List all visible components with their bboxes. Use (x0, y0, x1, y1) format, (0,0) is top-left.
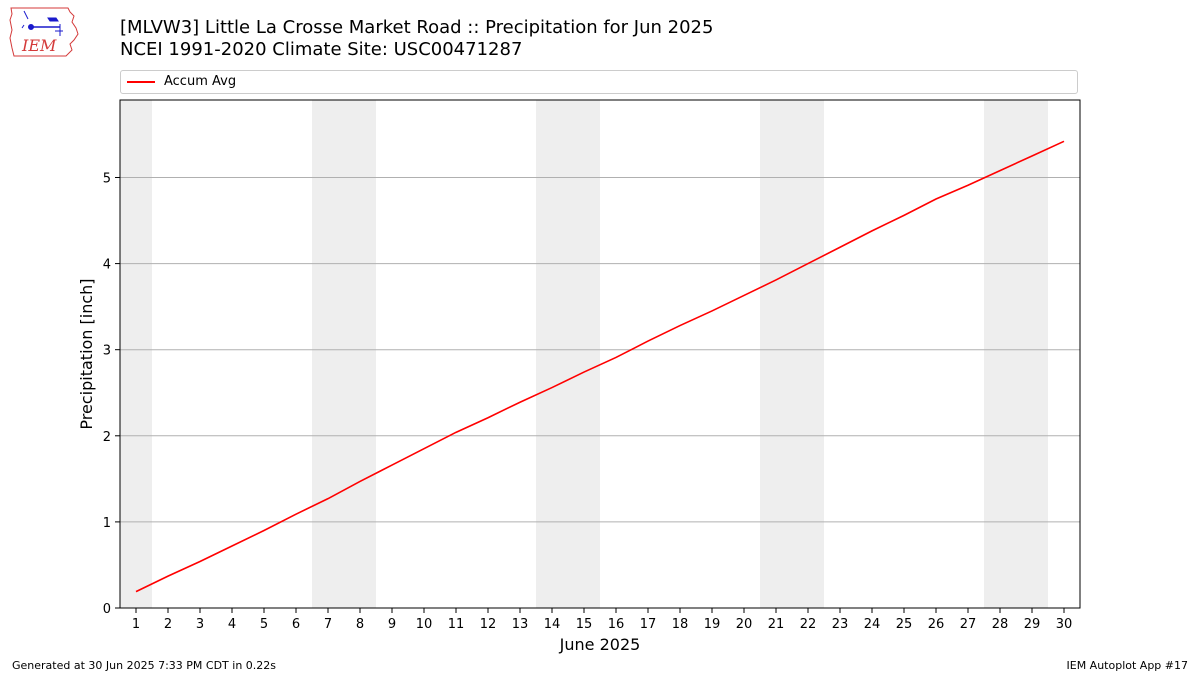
x-tick-label-11: 11 (448, 617, 465, 632)
x-tick-label-19: 19 (704, 617, 721, 632)
y-tick-label-2: 2 (103, 430, 111, 445)
weekend-bands (120, 100, 1048, 608)
x-tick-label-20: 20 (736, 617, 753, 632)
x-axis-ticks: 1 2 3 4 5 6 7 8 9 10 11 12 13 14 15 16 17 18 19 20 21 22 23 24 2… (132, 608, 1072, 632)
series-line-accum-avg (135, 140, 1065, 593)
x-tick-label-3: 3 (196, 617, 204, 632)
chart-legend: Accum Avg (120, 70, 1078, 94)
x-tick-label-30: 30 (1056, 617, 1073, 632)
weekend-band-day-28 (984, 100, 1016, 608)
x-tick-label-17: 17 (640, 617, 657, 632)
x-tick-label-28: 28 (992, 617, 1009, 632)
x-tick-label-16: 16 (608, 617, 625, 632)
y-tick-label-0: 0 (103, 602, 111, 617)
x-axis-label: June 2025 (559, 635, 641, 654)
x-tick-label-23: 23 (832, 617, 849, 632)
x-tick-label-10: 10 (416, 617, 433, 632)
y-axis-label: Precipitation [inch] (77, 278, 96, 429)
weekend-band-day-8 (344, 100, 376, 608)
x-tick-label-22: 22 (800, 617, 817, 632)
x-tick-label-8: 8 (356, 617, 364, 632)
x-tick-label-27: 27 (960, 617, 977, 632)
weekend-band-day-1 (120, 100, 152, 608)
weekend-band-day-22 (792, 100, 824, 608)
y-axis-ticks: 0 1 2 3 4 5 (103, 171, 120, 617)
x-tick-label-21: 21 (768, 617, 785, 632)
x-tick-label-7: 7 (324, 617, 332, 632)
y-tick-label-4: 4 (103, 258, 111, 273)
x-tick-label-13: 13 (512, 617, 529, 632)
chart-subtitle: NCEI 1991-2020 Climate Site: USC00471287 (120, 39, 523, 60)
x-tick-label-4: 4 (228, 617, 236, 632)
x-tick-label-15: 15 (576, 617, 593, 632)
x-tick-label-24: 24 (864, 617, 881, 632)
y-tick-label-5: 5 (103, 171, 111, 186)
x-tick-label-18: 18 (672, 617, 689, 632)
weekend-band-day-29 (1016, 100, 1048, 608)
weather-station-icon (21, 10, 63, 36)
y-tick-label-3: 3 (103, 344, 111, 359)
legend-swatch-accum-avg (127, 81, 155, 83)
weekend-band-day-21 (760, 100, 792, 608)
iowa-outline-icon (9, 7, 79, 57)
x-tick-label-5: 5 (260, 617, 268, 632)
weekend-band-day-14 (536, 100, 568, 608)
chart-title: [MLVW3] Little La Crosse Market Road :: … (120, 17, 714, 38)
app-label: IEM Autoplot App #17 (1066, 659, 1189, 672)
x-tick-label-1: 1 (132, 617, 140, 632)
x-tick-label-25: 25 (896, 617, 913, 632)
weekend-band-day-7 (312, 100, 344, 608)
x-tick-label-6: 6 (292, 617, 300, 632)
y-tick-label-1: 1 (103, 516, 111, 531)
x-tick-label-26: 26 (928, 617, 945, 632)
iem-logo: IEM (9, 7, 79, 57)
x-tick-label-14: 14 (544, 617, 561, 632)
weekend-band-day-15 (568, 100, 600, 608)
logo-text: IEM (21, 36, 57, 55)
x-tick-label-29: 29 (1024, 617, 1041, 632)
legend-label-accum-avg: Accum Avg (164, 74, 237, 89)
x-tick-label-9: 9 (388, 617, 396, 632)
plot-frame (119, 99, 1081, 609)
x-tick-label-2: 2 (164, 617, 172, 632)
generated-timestamp: Generated at 30 Jun 2025 7:33 PM CDT in … (12, 659, 277, 672)
x-tick-label-12: 12 (480, 617, 497, 632)
